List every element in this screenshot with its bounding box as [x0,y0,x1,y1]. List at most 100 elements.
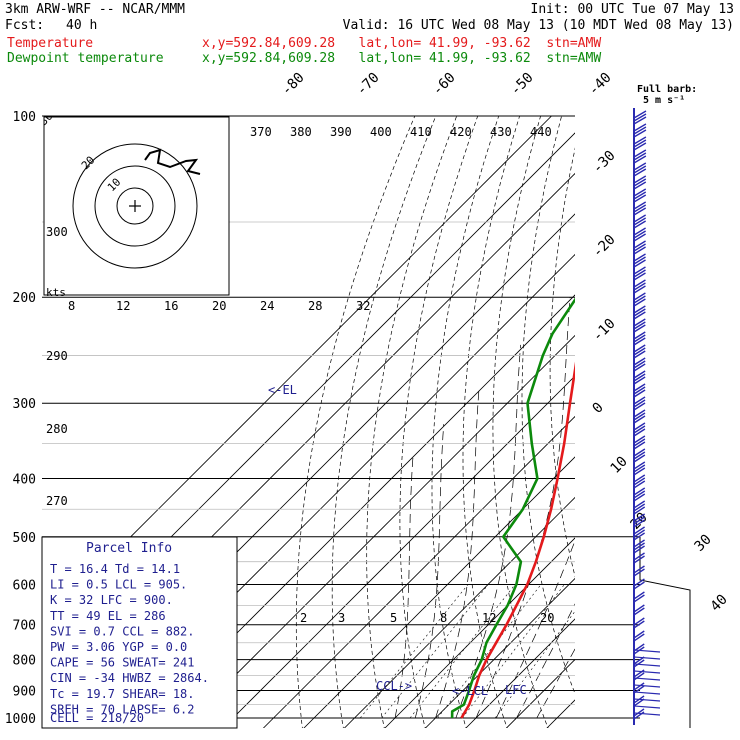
wind-barb [633,493,646,502]
wind-barb [633,708,645,717]
dry-adiabat-line [462,116,520,728]
temperature-axis-label: 30 [692,532,715,555]
hodograph-ring [72,143,198,269]
theta-label: 410 [410,125,432,139]
dry-adiabat-label: 270 [46,494,68,508]
wind-barb [633,217,647,226]
wind-barb [633,480,646,489]
wind-barb [633,402,646,411]
wind-barb [633,659,645,668]
wind-barb [633,705,661,709]
wind-barb [633,321,646,330]
wind-barb [633,503,646,512]
pressure-tick-label: 200 [13,291,36,306]
wind-barb [633,142,647,151]
wind-barb [633,259,646,268]
mixing-ratio-label: 8 [440,611,447,625]
mixing-ratio-label: 2 [300,611,307,625]
hodograph-trace [144,148,201,175]
wind-barb [633,663,661,667]
wind-barb [633,461,646,470]
dry-adiabat-line [521,116,575,695]
wind-barb [633,337,646,346]
wind-barb [633,684,661,688]
wind-barb [633,677,661,681]
wind-barb [633,178,647,187]
mixing-ratio-label: 12 [482,611,496,625]
wind-barb [633,292,646,301]
pressure-tick-label: 700 [13,619,36,634]
wind-barb [633,123,647,132]
pressure-tick-label: 800 [13,654,36,669]
wind-barb [633,656,661,660]
wind-barb [633,240,646,249]
wind-barb [633,454,646,463]
wind-barb [633,204,647,213]
dry-adiabat-line [366,116,458,728]
wind-barb [633,396,646,405]
temperature-axis-label: -20 [590,232,619,261]
wind-barb [633,399,646,408]
hodograph-ring-label: 30 [37,110,56,129]
moist-adiabat-line [394,454,414,719]
wind-barb [633,207,647,216]
hodograph-ring [94,165,176,247]
dry-adiabat-line [399,116,479,728]
wind-speed-tick-label: 24 [260,299,274,313]
wind-barb [633,324,646,333]
wind-barb [633,581,645,590]
wind-barb [633,269,646,278]
ccl-marker-label: CCL-> [376,679,412,693]
dry-adiabat-line [577,116,672,731]
wind-barb [633,438,646,447]
wind-barb [633,441,646,450]
wind-barb [633,529,645,538]
wind-barb [633,175,647,184]
temperature-axis-label: -40 [586,70,615,99]
wind-barb [633,344,646,353]
dry-adiabat-line [679,116,740,731]
wind-barb [633,568,645,577]
wind-barb [633,191,647,200]
wind-barb [633,516,646,525]
dry-adiabat-line [726,116,740,731]
temperature-axis-label: -70 [354,70,383,99]
wind-barb [633,243,646,252]
wind-barb [633,500,646,509]
temperature-axis-label: -30 [590,148,619,177]
wind-barb [633,670,661,674]
wind-barb [633,347,646,356]
wind-barb [633,282,646,291]
theta-label: 440 [530,125,552,139]
temperature-axis-label: -10 [590,316,619,345]
wind-barb [633,617,645,626]
wind-barb [633,552,645,561]
dry-adiabat-label: 280 [46,422,68,436]
wind-barb [633,464,646,473]
wind-speed-tick-label: 32 [356,299,370,313]
wind-barb [633,435,646,444]
wind-barb [633,152,647,161]
parcel-info-cell: CELL = 218/20 [50,711,144,725]
dewpoint-location-info: x,y=592.84,609.28 lat,lon= 41.99, -93.62… [202,51,602,66]
wind-barb [633,594,645,603]
moist-adiabat-line [414,424,445,719]
wind-barb [633,633,645,642]
wind-speed-tick-label: 20 [212,299,226,313]
theta-label: 400 [370,125,392,139]
temperature-axis-label: -60 [430,70,459,99]
wind-barb [633,194,647,203]
wind-barb-legend-title: Full barb: [637,84,697,95]
wind-barb [633,214,647,223]
wind-barb [633,672,645,681]
temperature-profile [460,361,575,719]
parcel-info-row: LI = 0.5 LCL = 905. [50,578,187,592]
isotherm-line [465,618,575,728]
isotherm-line [384,537,575,728]
wind-barb [633,415,646,424]
temperature-location-info: x,y=592.84,609.28 lat,lon= 41.99, -93.62… [202,36,602,51]
dry-adiabat-line [492,116,549,728]
dry-adiabat-line [630,116,740,731]
wind-barb [633,649,661,653]
wind-barb [633,578,645,587]
